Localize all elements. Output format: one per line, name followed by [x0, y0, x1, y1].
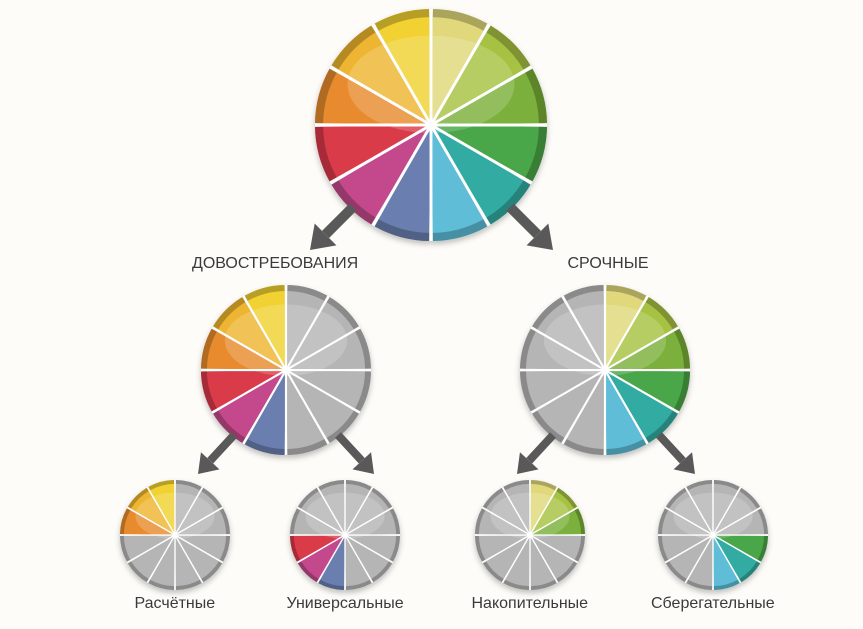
- pie-bottom-0-highlight: [135, 493, 214, 539]
- pie-top-highlight: [347, 36, 514, 133]
- label-mid-left: ДОВОСТРЕБОВАНИЯ: [192, 255, 358, 273]
- pie-bottom-3: [654, 476, 772, 594]
- pie-bottom-2: [471, 476, 589, 594]
- pie-bottom-1: [286, 476, 404, 594]
- arrow-2: [180, 417, 252, 492]
- arrow-5: [641, 417, 713, 492]
- pie-bottom-3-highlight: [673, 493, 752, 539]
- pie-bottom-2-highlight: [490, 493, 569, 539]
- pie-bottom-1-highlight: [305, 493, 384, 539]
- arrow-4: [499, 417, 571, 492]
- label-bottom-1: Универсальные: [287, 595, 404, 613]
- arrow-1: [488, 185, 575, 272]
- label-bottom-2: Накопительные: [472, 595, 589, 613]
- arrow-3: [320, 417, 392, 492]
- label-bottom-0: Расчётные: [135, 595, 216, 613]
- label-bottom-3: Сберегательные: [651, 595, 775, 613]
- pie-mid-left-highlight: [225, 305, 347, 376]
- label-mid-right: СРОЧНЫЕ: [568, 255, 649, 273]
- pie-bottom-0: [116, 476, 234, 594]
- pie-mid-right-highlight: [544, 305, 666, 376]
